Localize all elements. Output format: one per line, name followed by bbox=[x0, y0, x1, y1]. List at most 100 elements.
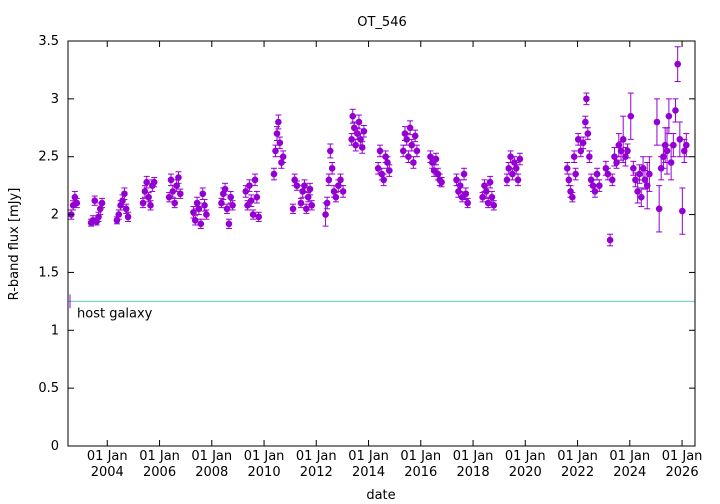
data-point bbox=[349, 112, 357, 120]
data-point bbox=[619, 136, 627, 143]
x-tick-label-year: 2018 bbox=[457, 465, 490, 480]
data-point bbox=[570, 153, 578, 161]
data-point bbox=[406, 124, 414, 132]
data-point bbox=[488, 193, 496, 201]
y-tick-label: 2.5 bbox=[38, 150, 59, 165]
data-point bbox=[484, 199, 492, 207]
data-point bbox=[507, 153, 514, 161]
data-point bbox=[682, 141, 690, 149]
x-tick-label-day: 01 Jan bbox=[191, 449, 232, 464]
data-point bbox=[567, 188, 574, 195]
data-point bbox=[403, 136, 410, 143]
data-point bbox=[482, 188, 490, 195]
data-point bbox=[382, 153, 389, 161]
x-tick-label-day: 01 Jan bbox=[296, 449, 337, 464]
data-point bbox=[171, 199, 179, 207]
data-point bbox=[201, 202, 208, 209]
data-point bbox=[350, 124, 358, 132]
data-point bbox=[176, 190, 184, 198]
y-tick-label: 0 bbox=[51, 439, 59, 454]
x-tick-label-day: 01 Jan bbox=[505, 449, 546, 464]
data-point bbox=[411, 132, 419, 140]
data-point bbox=[563, 164, 571, 172]
host-galaxy-reference: host galaxy bbox=[68, 294, 695, 321]
data-point bbox=[434, 170, 442, 178]
data-point bbox=[113, 217, 121, 224]
data-point bbox=[227, 193, 235, 201]
data-point bbox=[438, 178, 445, 186]
data-points bbox=[67, 60, 690, 244]
x-tick-label-year: 2006 bbox=[143, 465, 176, 480]
data-point bbox=[680, 147, 688, 155]
data-point bbox=[410, 159, 417, 166]
data-point bbox=[308, 202, 316, 209]
data-point bbox=[577, 147, 585, 155]
x-tick-label-day: 01 Jan bbox=[348, 449, 389, 464]
data-point bbox=[509, 170, 516, 178]
x-tick-label-day: 01 Jan bbox=[609, 449, 650, 464]
data-point bbox=[627, 112, 635, 120]
data-point bbox=[427, 153, 434, 161]
data-point bbox=[630, 164, 637, 172]
y-tick-label: 3.5 bbox=[38, 34, 59, 49]
data-point bbox=[119, 197, 126, 204]
y-tick-label: 1.5 bbox=[38, 265, 59, 280]
data-point bbox=[582, 118, 589, 126]
data-point bbox=[297, 199, 305, 207]
x-tick-label-year: 2008 bbox=[195, 465, 228, 480]
x-tick-label-day: 01 Jan bbox=[400, 449, 441, 464]
x-tick-label-day: 01 Jan bbox=[453, 449, 494, 464]
data-point bbox=[322, 211, 329, 218]
data-point bbox=[352, 141, 359, 149]
data-point bbox=[169, 188, 177, 195]
data-point bbox=[143, 178, 150, 186]
data-point bbox=[432, 155, 440, 163]
data-point bbox=[676, 136, 684, 143]
data-point bbox=[150, 178, 158, 186]
data-point bbox=[323, 199, 331, 207]
data-point bbox=[73, 199, 81, 207]
data-point bbox=[145, 193, 152, 201]
data-point bbox=[604, 170, 612, 178]
data-point bbox=[455, 188, 462, 195]
data-point bbox=[246, 182, 253, 189]
data-point bbox=[634, 188, 641, 195]
data-point bbox=[91, 197, 99, 204]
y-tick-label: 3 bbox=[51, 92, 59, 107]
data-point bbox=[460, 170, 468, 178]
data-point bbox=[195, 205, 203, 213]
data-point bbox=[376, 147, 384, 155]
x-tick-label-year: 2020 bbox=[509, 465, 542, 480]
data-point bbox=[218, 199, 225, 207]
error-bars bbox=[68, 46, 690, 247]
data-point bbox=[512, 164, 520, 172]
data-point bbox=[199, 190, 207, 198]
data-point bbox=[670, 141, 677, 149]
data-point bbox=[147, 202, 154, 209]
data-point bbox=[574, 136, 582, 143]
data-point bbox=[278, 159, 285, 166]
data-point bbox=[165, 193, 173, 201]
data-point bbox=[244, 202, 251, 209]
data-point bbox=[96, 205, 104, 213]
data-point bbox=[661, 141, 669, 149]
data-point bbox=[583, 95, 590, 103]
data-point bbox=[408, 141, 416, 149]
data-point bbox=[622, 153, 629, 161]
data-point bbox=[221, 185, 229, 193]
data-point bbox=[486, 178, 494, 186]
data-point bbox=[335, 182, 342, 189]
data-point bbox=[672, 107, 679, 114]
data-point bbox=[124, 213, 132, 221]
data-point bbox=[306, 185, 314, 193]
data-point bbox=[255, 213, 262, 221]
data-point bbox=[279, 153, 287, 161]
data-point bbox=[229, 202, 236, 209]
data-point bbox=[655, 205, 663, 213]
data-point bbox=[348, 136, 355, 143]
data-point bbox=[453, 176, 460, 184]
data-point bbox=[643, 182, 651, 189]
data-point bbox=[249, 211, 257, 218]
data-point bbox=[503, 176, 511, 184]
